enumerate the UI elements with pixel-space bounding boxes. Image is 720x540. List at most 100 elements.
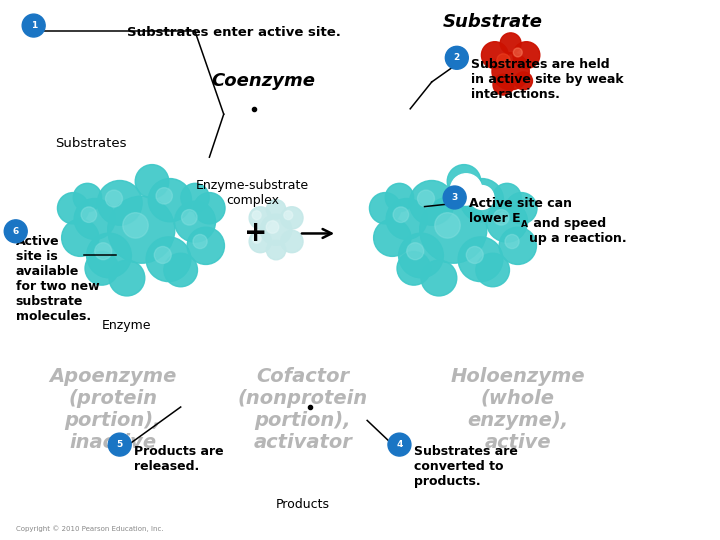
Text: A: A <box>521 220 528 229</box>
Ellipse shape <box>252 211 261 220</box>
Text: Products: Products <box>276 498 330 511</box>
Ellipse shape <box>499 227 536 265</box>
Text: and speed
up a reaction.: and speed up a reaction. <box>528 217 626 245</box>
Ellipse shape <box>281 207 303 229</box>
Ellipse shape <box>399 233 444 278</box>
Ellipse shape <box>108 433 131 456</box>
Ellipse shape <box>97 180 142 225</box>
Ellipse shape <box>515 72 533 90</box>
Ellipse shape <box>500 33 521 53</box>
Ellipse shape <box>468 188 485 204</box>
Ellipse shape <box>174 201 215 242</box>
Ellipse shape <box>492 52 529 90</box>
Text: Holoenzyme
(whole
enzyme),
active: Holoenzyme (whole enzyme), active <box>451 367 585 451</box>
Ellipse shape <box>106 190 122 207</box>
Ellipse shape <box>393 207 409 222</box>
Text: 5: 5 <box>117 440 123 449</box>
Ellipse shape <box>156 188 172 204</box>
Ellipse shape <box>470 186 494 210</box>
Ellipse shape <box>148 179 192 222</box>
Ellipse shape <box>266 221 279 233</box>
Text: Active
site is
available
for two new
substrate
molecules.: Active site is available for two new sub… <box>16 235 99 323</box>
Ellipse shape <box>418 190 434 207</box>
Ellipse shape <box>407 242 424 260</box>
Ellipse shape <box>109 260 145 296</box>
Text: Products are
released.: Products are released. <box>134 444 224 472</box>
Ellipse shape <box>164 253 197 287</box>
Ellipse shape <box>493 210 509 225</box>
Ellipse shape <box>122 213 148 238</box>
Ellipse shape <box>385 183 413 212</box>
Ellipse shape <box>458 237 503 281</box>
Ellipse shape <box>266 200 286 219</box>
Ellipse shape <box>135 165 168 198</box>
Ellipse shape <box>513 48 522 57</box>
Text: 1: 1 <box>30 21 37 30</box>
Text: Substrates are held
in active site by weak
interactions.: Substrates are held in active site by we… <box>471 58 624 101</box>
Ellipse shape <box>194 193 225 224</box>
Text: Cofactor
(nonprotein
portion),
activator: Cofactor (nonprotein portion), activator <box>238 367 368 451</box>
Ellipse shape <box>397 252 431 285</box>
Ellipse shape <box>73 183 102 212</box>
Ellipse shape <box>451 174 482 205</box>
Ellipse shape <box>420 196 487 263</box>
Ellipse shape <box>81 207 96 222</box>
Ellipse shape <box>505 193 537 224</box>
Ellipse shape <box>284 211 293 220</box>
Text: 4: 4 <box>396 440 402 449</box>
Text: +: + <box>244 219 268 247</box>
Ellipse shape <box>493 74 514 95</box>
Ellipse shape <box>388 433 411 456</box>
Text: Substrates enter active site.: Substrates enter active site. <box>127 25 341 38</box>
Text: 2: 2 <box>454 53 460 62</box>
Ellipse shape <box>187 227 225 265</box>
Ellipse shape <box>493 183 521 212</box>
Ellipse shape <box>181 183 210 212</box>
Ellipse shape <box>444 186 466 209</box>
Ellipse shape <box>62 219 99 256</box>
Ellipse shape <box>386 199 427 239</box>
Ellipse shape <box>154 246 171 264</box>
Text: 3: 3 <box>451 193 458 202</box>
Ellipse shape <box>374 219 411 256</box>
Ellipse shape <box>513 42 540 69</box>
Text: Enzyme: Enzyme <box>102 320 152 333</box>
Text: Active site can
lower E: Active site can lower E <box>469 198 572 226</box>
Ellipse shape <box>74 199 115 239</box>
Ellipse shape <box>4 220 27 243</box>
Text: Substrates: Substrates <box>55 137 127 150</box>
Ellipse shape <box>22 14 45 37</box>
Ellipse shape <box>146 237 191 281</box>
Ellipse shape <box>435 213 460 238</box>
Ellipse shape <box>421 260 456 296</box>
Ellipse shape <box>369 193 401 224</box>
Ellipse shape <box>410 180 454 225</box>
Text: Substrate: Substrate <box>443 13 543 31</box>
Ellipse shape <box>505 234 519 248</box>
Ellipse shape <box>460 179 503 222</box>
Ellipse shape <box>193 234 207 248</box>
Ellipse shape <box>446 46 468 69</box>
Ellipse shape <box>497 54 510 67</box>
Ellipse shape <box>181 210 197 225</box>
Ellipse shape <box>487 201 528 242</box>
Ellipse shape <box>85 252 119 285</box>
Ellipse shape <box>249 207 271 229</box>
Ellipse shape <box>108 196 175 263</box>
Ellipse shape <box>476 253 510 287</box>
Text: Enzyme-substrate
complex: Enzyme-substrate complex <box>196 179 309 207</box>
Text: Copyright © 2010 Pearson Education, Inc.: Copyright © 2010 Pearson Education, Inc. <box>16 525 163 532</box>
Ellipse shape <box>281 231 303 253</box>
Ellipse shape <box>467 246 483 264</box>
Text: 6: 6 <box>13 227 19 236</box>
Ellipse shape <box>249 231 271 253</box>
Text: Coenzyme: Coenzyme <box>211 72 315 90</box>
Text: Substrates are
converted to
products.: Substrates are converted to products. <box>414 444 518 488</box>
Ellipse shape <box>95 242 112 260</box>
Ellipse shape <box>482 42 508 69</box>
Text: Apoenzyme
(protein
portion),
inactive: Apoenzyme (protein portion), inactive <box>49 367 176 451</box>
Ellipse shape <box>261 214 292 245</box>
Ellipse shape <box>266 240 286 260</box>
Ellipse shape <box>58 193 89 224</box>
Ellipse shape <box>447 165 481 198</box>
